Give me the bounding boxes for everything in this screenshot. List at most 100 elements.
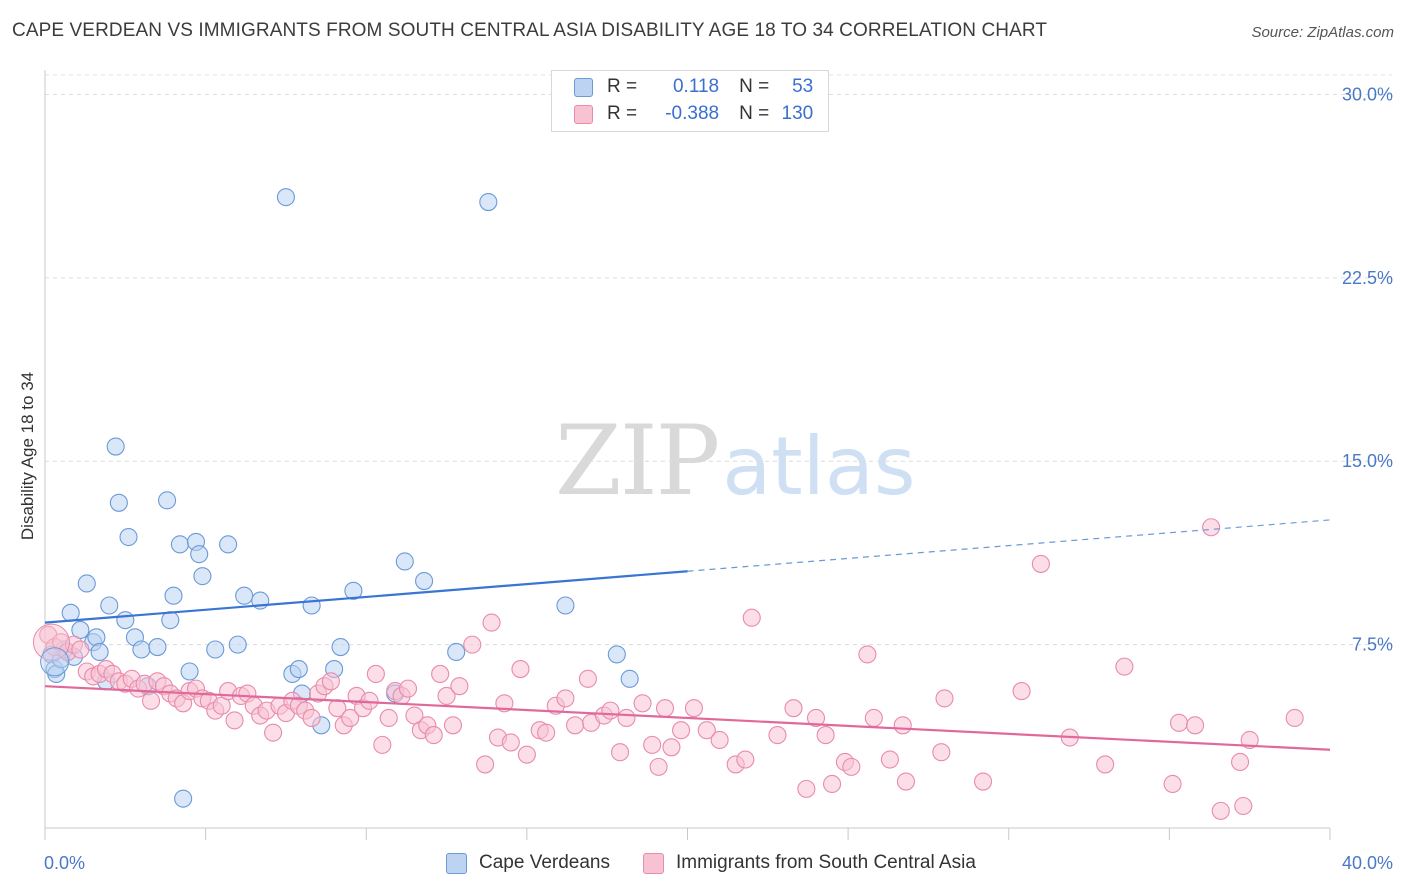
data-point-pink <box>341 708 360 728</box>
data-point-pink <box>662 738 681 757</box>
data-point-pink <box>1031 554 1050 573</box>
data-point-blue <box>106 437 125 456</box>
data-point-pink <box>896 772 916 791</box>
data-point-pink <box>141 691 161 710</box>
data-point-blue <box>132 640 151 659</box>
data-point-pink <box>1202 518 1221 537</box>
bottom-legend-pink: Immigrants from South Central Asia <box>643 852 976 874</box>
data-point-pink <box>617 708 636 728</box>
watermark-atlas: atlas <box>722 420 916 513</box>
legend-n-label: N = <box>739 103 770 124</box>
data-point-pink <box>601 701 620 720</box>
legend-n-value-pink: 130 <box>781 103 814 124</box>
legend-swatch-pink <box>574 104 593 124</box>
data-point-blue <box>344 581 363 600</box>
data-point-pink <box>1169 713 1189 732</box>
data-point-pink <box>672 721 691 740</box>
legend-row-pink: R = -0.388 N = 130 <box>574 102 813 126</box>
data-point-blue <box>161 611 180 630</box>
data-point-pink <box>302 708 321 728</box>
data-point-blue <box>607 645 626 664</box>
data-point-pink <box>1163 774 1182 794</box>
data-point-pink <box>482 613 501 632</box>
data-point-pink <box>1012 682 1031 701</box>
data-point-blue <box>395 552 414 571</box>
bottom-legend-blue: Cape Verdeans <box>446 852 610 874</box>
x-tick-label-min: 0.0% <box>44 853 85 873</box>
legend-r-value-blue: 0.118 <box>672 76 720 97</box>
data-point-pink <box>736 750 755 769</box>
data-point-pink <box>476 755 495 774</box>
data-point-blue <box>289 660 308 679</box>
data-point-pink <box>864 708 883 728</box>
data-point-blue <box>158 491 177 510</box>
data-point-blue <box>556 596 575 615</box>
data-point-pink <box>806 708 826 728</box>
data-point-pink <box>816 726 835 745</box>
data-point-blue <box>190 545 209 564</box>
data-point-blue <box>331 638 350 657</box>
y-tick-label: 22.5% <box>1342 268 1393 288</box>
data-point-cluster-blue <box>40 647 70 677</box>
data-point-pink <box>1211 801 1230 820</box>
chart-title: CAPE VERDEAN VS IMMIGRANTS FROM SOUTH CE… <box>12 20 1048 41</box>
data-point-blue <box>620 669 639 688</box>
data-point-pink <box>398 679 418 698</box>
data-point-pink <box>225 711 244 730</box>
data-point-pink <box>1231 752 1250 772</box>
data-point-blue <box>90 642 109 661</box>
data-point-blue <box>235 586 254 605</box>
data-point-blue <box>148 638 167 657</box>
data-point-pink <box>880 750 899 769</box>
data-point-pink <box>1096 755 1115 774</box>
data-point-pink <box>610 743 630 762</box>
data-point-pink <box>1285 708 1304 728</box>
data-point-pink <box>450 677 469 696</box>
data-point-pink <box>437 686 456 706</box>
data-point-blue <box>109 493 128 512</box>
data-point-pink <box>424 726 443 745</box>
data-point-pink <box>742 608 761 627</box>
data-point-blue <box>228 635 247 654</box>
y-tick-label: 7.5% <box>1352 635 1393 655</box>
data-point-pink <box>684 699 703 718</box>
legend-n-label: N = <box>739 76 770 97</box>
legend-swatch-blue <box>574 77 593 97</box>
bottom-legend-swatch-blue <box>446 852 467 874</box>
data-point-pink <box>1240 730 1259 750</box>
data-point-pink <box>443 716 463 735</box>
data-point-pink <box>578 669 597 688</box>
data-point-pink <box>566 716 585 735</box>
data-point-blue <box>415 571 434 591</box>
data-point-cluster-pink <box>32 623 70 661</box>
data-point-blue <box>219 535 238 554</box>
y-tick-label: 15.0% <box>1342 451 1393 471</box>
data-point-pink <box>366 664 385 684</box>
data-point-pink <box>710 730 729 750</box>
data-point-blue <box>116 611 135 630</box>
legend-n-value-blue: 53 <box>792 76 814 97</box>
data-point-blue <box>193 567 212 586</box>
data-point-pink <box>264 723 283 742</box>
data-point-pink <box>1234 796 1253 816</box>
data-point-blue <box>447 642 466 661</box>
data-point-pink <box>655 699 675 718</box>
trendline-blue <box>44 570 688 624</box>
data-point-blue <box>276 188 295 207</box>
data-point-pink <box>893 716 912 735</box>
trendline-pink <box>44 685 1331 751</box>
data-point-blue <box>119 527 138 547</box>
data-point-pink <box>373 735 392 754</box>
trendline-blue-extension <box>687 519 1331 572</box>
data-point-pink <box>1186 716 1205 735</box>
data-point-pink <box>431 664 450 684</box>
data-point-pink <box>1115 657 1134 676</box>
data-point-pink <box>768 726 787 745</box>
x-tick-label-max: 40.0% <box>1342 853 1393 873</box>
legend-r-label: R = <box>607 76 638 97</box>
y-tick-label: 30.0% <box>1342 84 1393 104</box>
source-label: Source: ZipAtlas.com <box>1251 24 1394 41</box>
data-point-pink <box>784 699 803 718</box>
data-point-pink <box>463 635 482 654</box>
